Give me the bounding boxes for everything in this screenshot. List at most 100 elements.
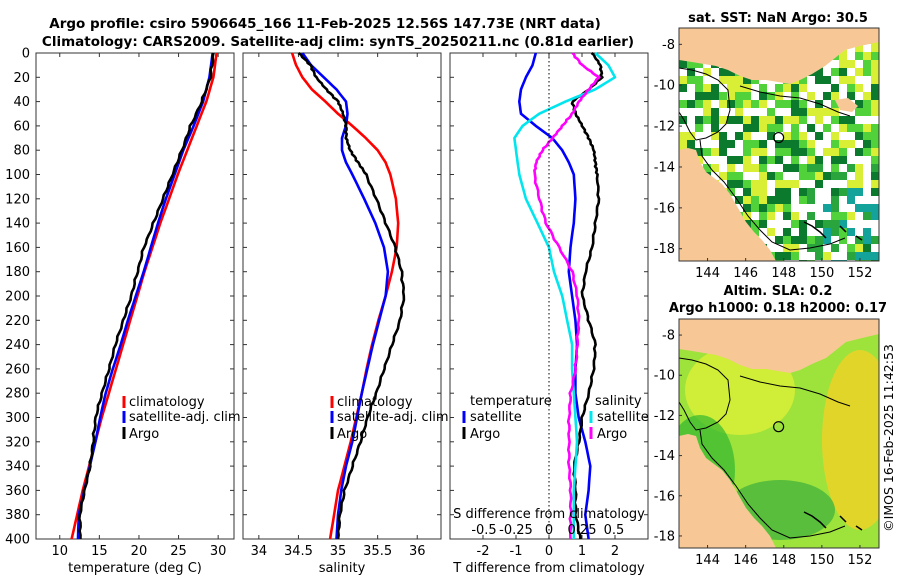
sst-cell: [767, 116, 775, 124]
title-line-2: Climatology: CARS2009. Satellite-adj cli…: [42, 34, 634, 50]
sst-cell: [831, 172, 839, 180]
legend-label-temp-satellite: satellite: [470, 410, 522, 425]
sst-cell: [823, 76, 831, 84]
sst-cell: [823, 236, 831, 244]
sst-cell: [863, 124, 871, 132]
sst-cell: [871, 212, 879, 220]
series-line-satellite-adj-clim: [76, 52, 214, 540]
sst-cell: [807, 108, 815, 116]
sst-cell: [679, 76, 687, 84]
x-tick-label: 34.5: [284, 544, 313, 559]
sst-cell: [727, 116, 735, 124]
sst-cell: [759, 212, 767, 220]
sst-cell: [735, 196, 743, 204]
s-tick-label: 0.5: [604, 523, 625, 538]
sst-cell: [831, 156, 839, 164]
sst-cell: [711, 108, 719, 116]
reef-outline: [803, 221, 863, 241]
sst-cell: [831, 188, 839, 196]
sst-cell: [855, 164, 863, 172]
s-difference-label: S difference from climatology: [453, 507, 645, 522]
sst-cell: [711, 148, 719, 156]
sst-cell: [759, 92, 767, 100]
sst-cell: [831, 228, 839, 236]
sst-cell: [751, 124, 759, 132]
sst-cell: [775, 84, 783, 92]
land-australia: [679, 434, 776, 548]
isobath-contour: [739, 85, 851, 117]
sst-cell: [735, 172, 743, 180]
map-lon-tick-label: 150: [809, 553, 834, 568]
legend-label-sal-satellite: satellite: [597, 410, 649, 425]
legend-label-argo: Argo: [337, 427, 367, 442]
sst-cell: [839, 228, 847, 236]
legend-title-temperature: temperature: [470, 394, 552, 409]
sst-cell: [759, 84, 767, 92]
depth-tick-label: 200: [5, 290, 30, 305]
sst-map-frame: [678, 27, 880, 262]
map-lon-tick-label: 146: [733, 266, 758, 281]
sst-cell: [743, 148, 751, 156]
sst-cell: [791, 124, 799, 132]
sst-cell: [871, 52, 879, 60]
sst-cell: [815, 132, 823, 140]
map-lon-tick-label: 148: [771, 266, 796, 281]
depth-tick-label: 260: [5, 362, 30, 377]
land-island: [835, 98, 858, 112]
salinity-axes: [242, 52, 442, 540]
depth-tick-label: 240: [5, 338, 30, 353]
isobath-contour: [699, 139, 846, 251]
sst-cell: [863, 52, 871, 60]
sst-map-title: sat. SST: NaN Argo: 30.5: [688, 11, 868, 26]
sst-cell: [831, 132, 839, 140]
sst-cell: [783, 100, 791, 108]
sst-cell: [863, 212, 871, 220]
sst-cell: [871, 92, 879, 100]
sst-cell: [863, 244, 871, 252]
sst-cell: [759, 180, 767, 188]
argo-location-marker: [773, 421, 785, 433]
sst-cell: [831, 140, 839, 148]
sst-cell: [775, 124, 783, 132]
sst-cell: [703, 92, 711, 100]
sst-cell: [855, 100, 863, 108]
sst-cell: [871, 124, 879, 132]
sst-cell: [855, 244, 863, 252]
x-tick-label: 36: [409, 544, 426, 559]
sst-cell: [679, 84, 687, 92]
sst-cell: [855, 52, 863, 60]
sst-cell: [783, 204, 791, 212]
depth-tick-label: 120: [5, 192, 30, 207]
sst-cell: [743, 212, 751, 220]
sst-cell: [751, 188, 759, 196]
sst-cell: [783, 236, 791, 244]
sst-cell: [839, 172, 847, 180]
sst-cell: [831, 100, 839, 108]
sst-cell: [687, 132, 695, 140]
sst-cell: [839, 140, 847, 148]
sst-cell: [839, 60, 847, 68]
sst-cell: [719, 116, 727, 124]
s-tick-label: -0.25: [499, 523, 533, 538]
sst-cell: [831, 196, 839, 204]
sst-cell: [823, 220, 831, 228]
series-line-climatology: [290, 52, 400, 540]
sst-cell: [871, 68, 879, 76]
sst-cell: [735, 180, 743, 188]
sst-cell: [799, 236, 807, 244]
sst-cell: [871, 108, 879, 116]
sst-cell: [775, 180, 783, 188]
sst-cell: [807, 188, 815, 196]
series-line-salinity-argo: [533, 52, 601, 540]
sst-cell: [871, 188, 879, 196]
sst-cell: [791, 156, 799, 164]
sst-cell: [775, 252, 783, 260]
sst-cell: [855, 108, 863, 116]
sst-cell: [719, 148, 727, 156]
sst-cell: [751, 100, 759, 108]
sst-cell: [855, 180, 863, 188]
series-line-argo: [297, 51, 406, 540]
sst-cell: [815, 252, 823, 260]
sst-cell: [719, 100, 727, 108]
sst-cell: [831, 164, 839, 172]
